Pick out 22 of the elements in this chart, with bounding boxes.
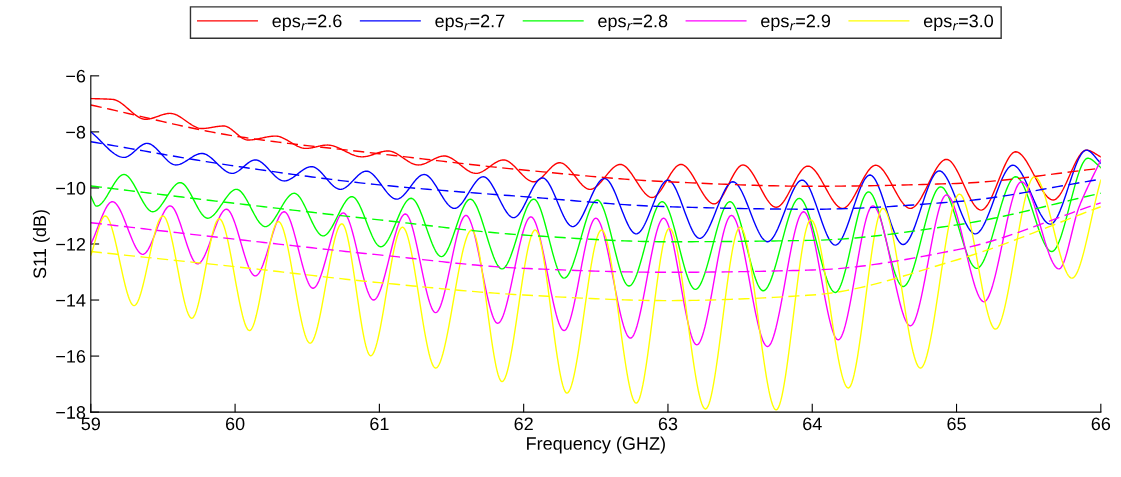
y-tick-label: −18: [56, 406, 86, 419]
y-tick-label: −16: [56, 350, 86, 363]
x-tick-label: 65: [947, 417, 966, 431]
x-tick-label: 59: [81, 417, 100, 431]
x-tick-label: 60: [225, 417, 245, 431]
y-axis-title: S11 (dB): [32, 210, 50, 279]
x-axis-title: Frequency (GHZ): [527, 436, 665, 454]
y-tick-label: −6: [66, 69, 86, 83]
x-tick-label: 63: [658, 417, 678, 431]
legend-label: eps$_{r}$=2.8: [598, 14, 668, 31]
y-tick-label: −8: [66, 125, 86, 139]
y-tick-label: −10: [56, 181, 86, 195]
legend-label: eps$_{r}$=2.6: [272, 14, 342, 31]
legend-label: eps$_{r}$=3.0: [923, 14, 994, 31]
x-tick-label: 61: [370, 417, 389, 431]
legend-label: eps$_{r}$=2.9: [761, 14, 831, 31]
x-tick-label: 66: [1091, 417, 1111, 431]
legend-label: eps$_{r}$=2.7: [435, 14, 505, 31]
x-tick-label: 64: [803, 417, 822, 431]
x-tick-label: 62: [514, 417, 533, 431]
y-tick-label: −14: [56, 294, 86, 307]
y-tick-label: −12: [56, 237, 86, 251]
